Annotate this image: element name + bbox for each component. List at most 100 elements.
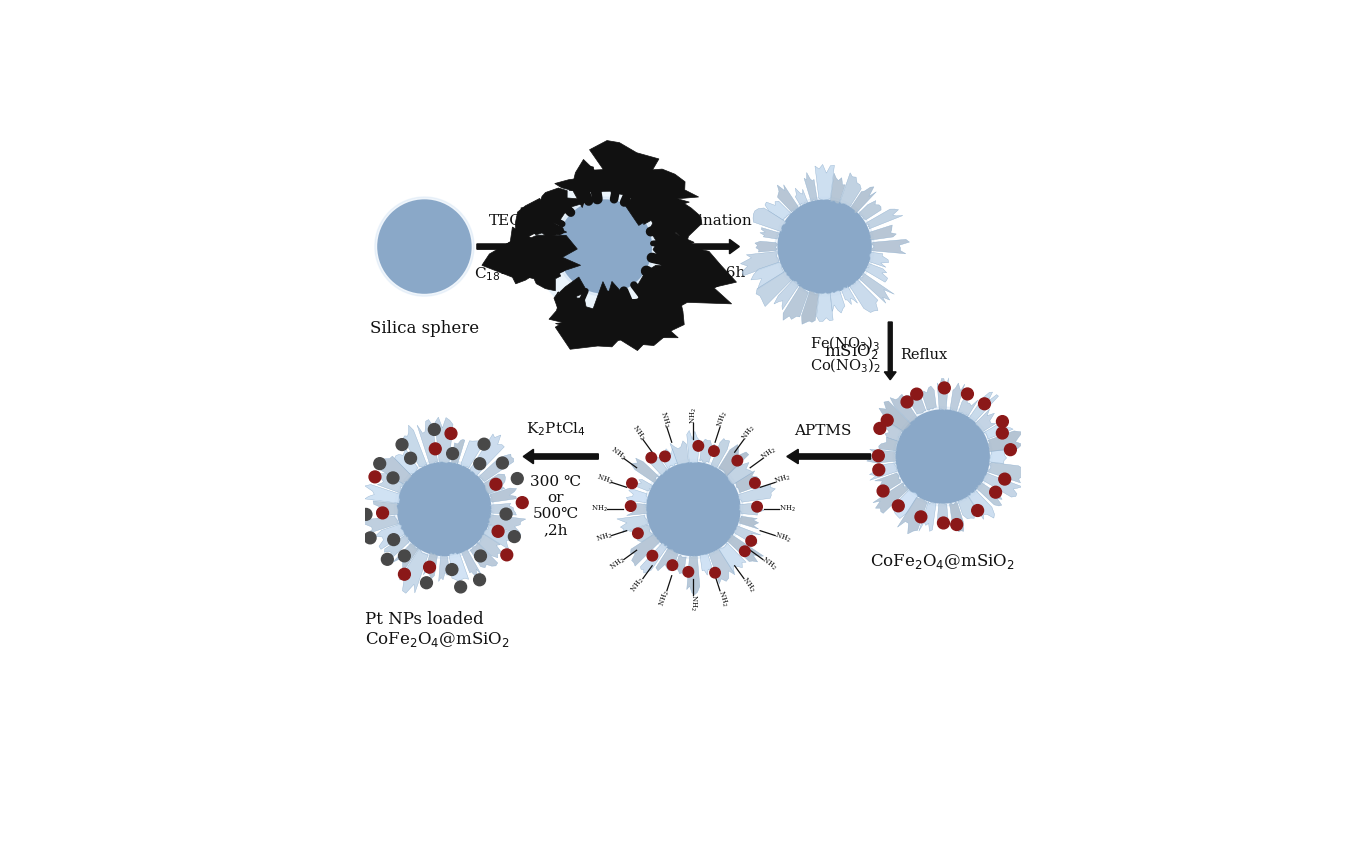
Circle shape: [364, 532, 376, 544]
Polygon shape: [739, 516, 759, 529]
Polygon shape: [737, 484, 775, 502]
Polygon shape: [626, 489, 648, 503]
Circle shape: [423, 561, 436, 573]
Text: NH$_2$: NH$_2$: [773, 531, 793, 545]
Circle shape: [417, 239, 432, 254]
Circle shape: [971, 504, 984, 516]
Circle shape: [663, 478, 724, 539]
Polygon shape: [869, 225, 896, 240]
FancyArrow shape: [885, 322, 896, 380]
Circle shape: [877, 485, 889, 497]
Polygon shape: [754, 208, 786, 232]
Polygon shape: [984, 420, 1013, 439]
Circle shape: [455, 581, 467, 593]
Polygon shape: [865, 263, 888, 282]
Circle shape: [997, 416, 1008, 428]
Polygon shape: [570, 159, 625, 194]
Circle shape: [396, 439, 407, 451]
Circle shape: [445, 428, 457, 440]
Text: NH$_2$: NH$_2$: [594, 531, 614, 545]
Polygon shape: [727, 535, 763, 562]
Polygon shape: [897, 498, 927, 534]
Polygon shape: [640, 543, 667, 573]
Circle shape: [597, 239, 613, 254]
Polygon shape: [490, 488, 517, 502]
Text: NH$_2$: NH$_2$: [629, 423, 647, 443]
Polygon shape: [816, 292, 833, 321]
Polygon shape: [644, 198, 702, 243]
Circle shape: [915, 511, 927, 523]
Polygon shape: [831, 173, 846, 204]
Circle shape: [399, 568, 410, 580]
Circle shape: [939, 382, 950, 394]
Polygon shape: [840, 173, 862, 206]
Circle shape: [490, 478, 502, 490]
Polygon shape: [377, 474, 403, 493]
Circle shape: [647, 550, 658, 561]
Polygon shape: [796, 188, 808, 205]
Circle shape: [478, 438, 490, 450]
Polygon shape: [602, 152, 655, 201]
Circle shape: [429, 494, 459, 524]
Polygon shape: [471, 434, 505, 475]
Polygon shape: [449, 553, 468, 581]
Polygon shape: [938, 377, 948, 411]
Circle shape: [912, 426, 973, 487]
Circle shape: [740, 546, 750, 556]
Polygon shape: [490, 504, 517, 515]
Polygon shape: [515, 199, 567, 238]
Polygon shape: [756, 272, 792, 307]
Polygon shape: [423, 552, 437, 579]
Circle shape: [410, 232, 440, 262]
Polygon shape: [653, 223, 694, 257]
Circle shape: [501, 549, 513, 561]
Circle shape: [817, 239, 832, 254]
Text: NH$_2$: NH$_2$: [629, 575, 647, 595]
Polygon shape: [760, 227, 781, 239]
Text: 550℃ ,6h: 550℃ ,6h: [671, 265, 746, 279]
Polygon shape: [590, 141, 659, 202]
Polygon shape: [700, 439, 714, 463]
Text: Pt NPs loaded
CoFe$_2$O$_4$@mSiO$_2$: Pt NPs loaded CoFe$_2$O$_4$@mSiO$_2$: [365, 611, 510, 649]
Polygon shape: [656, 549, 678, 571]
Circle shape: [904, 417, 981, 495]
Text: NH$_2$: NH$_2$: [714, 589, 729, 607]
Circle shape: [388, 533, 399, 545]
Text: NH$_2$: NH$_2$: [607, 555, 628, 573]
Circle shape: [626, 478, 637, 488]
Polygon shape: [859, 200, 881, 220]
Circle shape: [671, 486, 716, 532]
Circle shape: [746, 536, 756, 546]
Text: CoFe$_2$O$_4$@mSiO$_2$: CoFe$_2$O$_4$@mSiO$_2$: [870, 551, 1015, 571]
Polygon shape: [967, 489, 994, 520]
Polygon shape: [403, 425, 428, 467]
Text: NH$_2$: NH$_2$: [759, 555, 779, 573]
Polygon shape: [375, 524, 405, 550]
Polygon shape: [549, 286, 602, 340]
Polygon shape: [482, 241, 580, 284]
Polygon shape: [438, 555, 449, 581]
Circle shape: [893, 407, 992, 506]
Circle shape: [497, 457, 509, 469]
Polygon shape: [921, 386, 936, 410]
Polygon shape: [603, 285, 683, 350]
Circle shape: [951, 519, 962, 531]
Circle shape: [775, 197, 874, 296]
Polygon shape: [376, 456, 411, 485]
Polygon shape: [870, 463, 898, 481]
Circle shape: [566, 208, 644, 285]
Text: NH$_2$: NH$_2$: [773, 473, 793, 487]
Polygon shape: [815, 164, 835, 200]
Circle shape: [989, 486, 1001, 498]
Polygon shape: [718, 543, 746, 573]
Text: APTMS: APTMS: [794, 424, 851, 438]
Text: mSiO$_2$: mSiO$_2$: [824, 342, 878, 360]
Circle shape: [406, 470, 483, 548]
Circle shape: [377, 199, 472, 294]
Circle shape: [582, 224, 628, 269]
Circle shape: [647, 462, 740, 556]
Circle shape: [509, 531, 521, 543]
Circle shape: [1004, 444, 1016, 456]
Text: NH$_2$: NH$_2$: [591, 504, 607, 514]
Polygon shape: [894, 490, 917, 519]
